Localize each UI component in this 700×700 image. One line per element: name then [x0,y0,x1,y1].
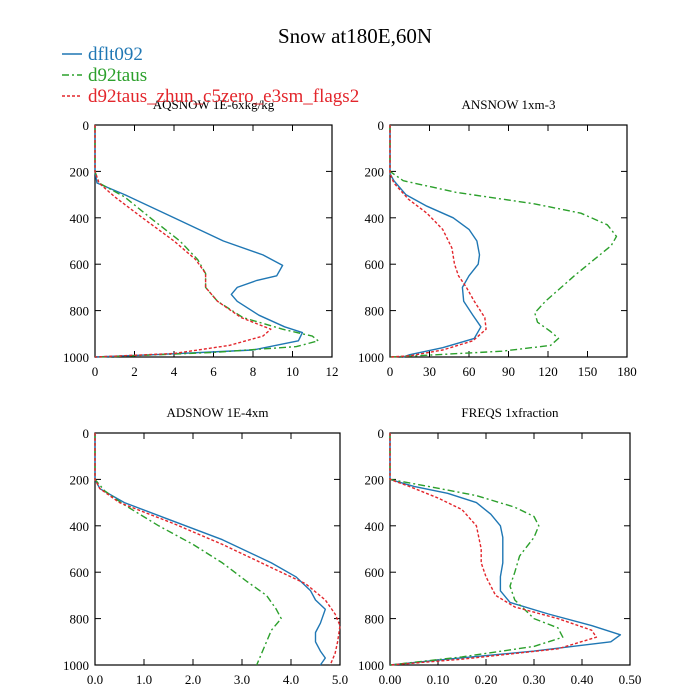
x-tick-label: 30 [423,364,436,379]
x-tick-label: 6 [210,364,217,379]
y-tick-label: 600 [70,257,90,272]
y-tick-label: 0 [83,426,90,441]
x-tick-label: 0.0 [87,672,103,687]
x-tick-label: 8 [250,364,257,379]
plot-frame [94,432,341,666]
plot-frame [389,432,631,666]
legend-label: d92taus [88,65,147,86]
series-line-dflt092 [94,125,304,358]
figure-title: Snow at180E,60N [278,24,432,48]
y-tick-label: 1000 [358,658,384,673]
x-tick-label: 4.0 [283,672,299,687]
plot-frame [389,124,628,358]
y-tick-label: 1000 [63,350,89,365]
x-tick-label: 150 [578,364,598,379]
panel-title: AQSNOW 1E-6xkg/kg [153,97,275,112]
x-tick-label: 120 [538,364,558,379]
chart-panel: AQSNOW 1E-6xkg/kg 0 2 4 6 8 10 12 0 200 400 600 800 1… [63,97,339,379]
series-line-d92taus [389,433,598,666]
y-tick-label: 800 [70,304,90,319]
y-tick-label: 1000 [358,350,384,365]
series-line-d92taus [94,125,319,358]
series-line-d92taus [389,433,564,666]
legend-label: dflt092 [88,44,143,65]
x-tick-label: 0.30 [523,672,546,687]
x-tick-label: 180 [617,364,637,379]
x-tick-label: 0.40 [571,672,594,687]
series-line-d92taus [94,433,282,666]
x-tick-label: 0.00 [379,672,402,687]
x-tick-label: 90 [502,364,515,379]
y-tick-label: 800 [365,612,385,627]
y-tick-label: 0 [83,118,90,133]
y-tick-label: 0 [378,426,385,441]
chart-panel: ANSNOW 1xm-3 0 30 60 90 120 150 180 0 200 400 600 80… [358,97,637,379]
x-tick-label: 0.50 [619,672,642,687]
series-line-dflt092 [389,433,622,666]
x-tick-label: 12 [326,364,339,379]
y-tick-label: 1000 [63,658,89,673]
x-tick-label: 0.20 [475,672,498,687]
y-tick-label: 200 [365,164,385,179]
x-tick-label: 5.0 [332,672,348,687]
x-tick-label: 0.10 [427,672,450,687]
y-tick-label: 0 [378,118,385,133]
chart-panel: ADSNOW 1E-4xm 0.0 1.0 2.0 3.0 4.0 5.0 0 200 400 60… [63,405,348,687]
y-tick-label: 400 [365,519,385,534]
x-tick-label: 2 [131,364,138,379]
legend: dflt092d92tausd92taus_zhun_c5zero_e3sm_f… [62,44,359,107]
y-tick-label: 600 [70,565,90,580]
y-tick-label: 200 [70,164,90,179]
series-line-d92taus [94,433,341,666]
x-tick-label: 2.0 [185,672,201,687]
y-tick-label: 400 [365,211,385,226]
y-tick-label: 400 [70,211,90,226]
y-tick-label: 200 [70,472,90,487]
series-line-dflt092 [389,125,482,358]
x-tick-label: 3.0 [234,672,250,687]
series-line-d92taus [389,125,618,358]
legend-label: d92taus_zhun_c5zero_e3sm_flags2 [88,86,359,107]
panel-title: ADSNOW 1E-4xm [167,405,269,420]
series-line-d92taus [94,125,272,358]
x-tick-label: 0 [92,364,99,379]
y-tick-label: 800 [70,612,90,627]
chart-panel: FREQS 1xfraction 0.00 0.10 0.20 0.30 0.40 0.50… [358,405,641,687]
x-tick-label: 4 [171,364,178,379]
x-tick-label: 10 [286,364,299,379]
x-tick-label: 1.0 [136,672,152,687]
y-tick-label: 600 [365,257,385,272]
series-line-dflt092 [94,433,326,666]
y-tick-label: 400 [70,519,90,534]
series-line-d92taus [389,125,487,358]
panel-title: FREQS 1xfraction [461,405,559,420]
x-tick-label: 0 [387,364,394,379]
plot-frame [94,124,333,358]
y-tick-label: 800 [365,304,385,319]
y-tick-label: 600 [365,565,385,580]
panel-title: ANSNOW 1xm-3 [461,97,555,112]
x-tick-label: 60 [463,364,476,379]
y-tick-label: 200 [365,472,385,487]
